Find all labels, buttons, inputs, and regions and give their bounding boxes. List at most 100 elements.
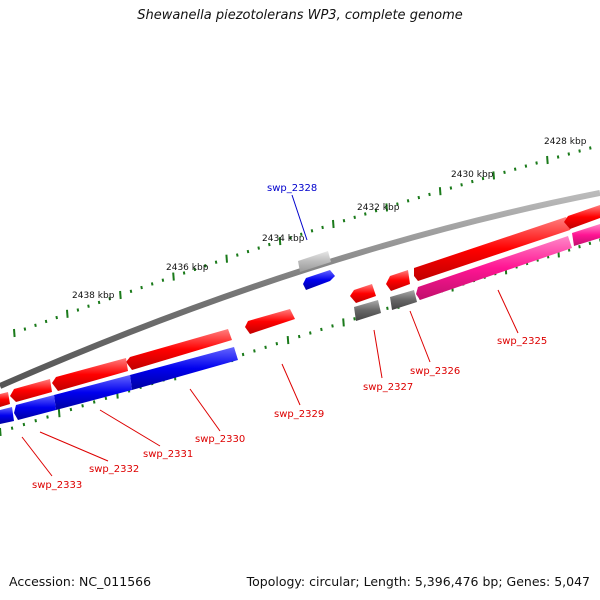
gene-label-swp-2332[interactable]: swp_2332 (89, 464, 139, 475)
outer-scale-tick (76, 308, 80, 312)
gene-arrow-swp-2332[interactable] (10, 379, 52, 402)
outer-scale-tick (524, 164, 528, 168)
leader-lines (21, 289, 519, 477)
inner-scale-tick (57, 409, 61, 418)
scale-label-2436: 2436 kbp (166, 263, 209, 273)
gene-arrow-swp-2330-rev[interactable] (130, 347, 238, 390)
scale-label-2438: 2438 kbp (72, 291, 115, 301)
outer-scale-tick (471, 179, 474, 184)
inner-scale-tick (81, 404, 84, 408)
scale-label-2428: 2428 kbp (544, 137, 587, 147)
outer-scale-tick (460, 183, 463, 187)
inner-scale-tick (286, 336, 290, 345)
gene-label-swp-2330[interactable]: swp_2330 (195, 434, 245, 445)
inner-scale-tick (342, 318, 345, 327)
outer-scale-tick (332, 219, 335, 229)
inner-scale-tick (0, 427, 2, 437)
inner-scale-tick (253, 349, 256, 353)
outer-scale-tick (278, 237, 282, 246)
outer-scale-tick (23, 327, 27, 331)
outer-scale-tick (374, 209, 378, 213)
outer-scale-tick (55, 315, 58, 320)
outer-scale-tick (108, 297, 111, 301)
inner-scale-tick (309, 331, 312, 335)
inner-scale-tick (22, 422, 26, 427)
outer-scale-tick (385, 203, 388, 212)
gene-arrow-swp-2329[interactable] (245, 309, 295, 334)
outer-scale-tick (535, 161, 538, 165)
inner-scale-tick (386, 306, 389, 310)
outer-scale-tick (236, 253, 239, 257)
gene-arrow-swp-2326[interactable] (386, 270, 410, 291)
gene-block-swp-2328-light[interactable] (298, 251, 331, 272)
inner-scale-tick (10, 426, 14, 430)
inner-scale-tick (588, 241, 592, 245)
topology-text: Topology: circular; Length: 5,396,476 bp… (246, 574, 590, 589)
gene-label-swp-2329[interactable]: swp_2329 (274, 409, 324, 420)
outer-scale-tick (172, 272, 175, 281)
inner-scale-tick (578, 245, 581, 249)
outer-scale-tick (406, 199, 410, 203)
gene-block-swp-2326-grey[interactable] (390, 290, 417, 310)
gene-arrow-swp-2330[interactable] (126, 329, 232, 370)
gene-label-swp-2333[interactable]: swp_2333 (32, 480, 82, 491)
gene-arrow-far-right[interactable] (564, 205, 600, 229)
outer-scale-tick (87, 304, 90, 308)
gene-arrow-swp-2332-rev[interactable] (14, 395, 56, 420)
gene-arrow-swp-2331-rev[interactable] (54, 375, 132, 410)
inner-scale-tick (331, 324, 334, 328)
map-title: Shewanella piezotolerans WP3, complete g… (137, 8, 463, 23)
outer-scale-tick (246, 249, 250, 254)
outer-scale-tick (438, 187, 442, 196)
outer-scale-tick (150, 282, 154, 286)
outer-scale-tick (503, 170, 506, 174)
gene-label-swp-2328[interactable]: swp_2328 (267, 183, 317, 194)
outer-scale-tick (492, 171, 495, 180)
outer-scale-tick (119, 290, 122, 300)
outer-scale-tick (214, 260, 218, 264)
outer-scale-tick (364, 212, 367, 216)
accession-text: Accession: NC_011566 (9, 574, 152, 589)
outer-scale-tick (589, 146, 592, 150)
outer-scale-tick (449, 186, 453, 190)
inner-scale-tick (320, 327, 323, 332)
inner-scale-tick (264, 345, 267, 349)
gene-label-swp-2327[interactable]: swp_2327 (363, 382, 413, 393)
scale-label-2430: 2430 kbp (451, 170, 494, 180)
gene-label-swp-2326[interactable]: swp_2326 (410, 366, 460, 377)
gene-arrow-swp-2333[interactable] (0, 392, 10, 407)
gene-arrow-swp-2331[interactable] (52, 358, 128, 391)
gene-arrow-swp-2333-rev[interactable] (0, 407, 14, 424)
inner-scale-tick (104, 396, 108, 400)
outer-scale-tick (310, 229, 314, 233)
gene-block-swp-2327-grey[interactable] (354, 300, 381, 321)
outer-scale-tick (353, 215, 356, 219)
outer-scale-tick (268, 242, 271, 247)
outer-scale-tick (546, 155, 549, 165)
outer-scale-tick (204, 264, 207, 268)
gene-arrow-far-right-rna[interactable] (572, 224, 600, 246)
outer-scale-tick (567, 152, 571, 156)
outer-scale-tick (257, 246, 260, 250)
outer-scale-tick (513, 167, 517, 171)
gene-label-swp-2331[interactable]: swp_2331 (143, 449, 193, 460)
outer-scale-tick (578, 149, 581, 153)
scale-label-2434: 2434 kbp (262, 234, 305, 244)
gene-label-swp-2325[interactable]: swp_2325 (497, 336, 547, 347)
outer-scale-tick (481, 176, 485, 181)
outer-scale-tick (129, 289, 133, 293)
outer-scale-tick (13, 328, 16, 338)
outer-scale-tick (140, 285, 143, 290)
scale-label-2432: 2432 kbp (357, 203, 400, 213)
inner-scale-tick (69, 407, 73, 412)
gene-arrow-swp-2325-fwd[interactable] (414, 217, 572, 281)
outer-scale-tick (161, 278, 165, 282)
outer-scale-tick (417, 195, 421, 200)
gene-arrow-swp-2328[interactable] (303, 270, 335, 290)
outer-scale-tick (321, 225, 324, 230)
outer-scale-tick (97, 300, 101, 305)
gene-arrow-swp-2325-rna[interactable] (416, 236, 572, 300)
gene-arrow-swp-2327[interactable] (350, 284, 376, 303)
outer-scale-tick (342, 219, 346, 223)
